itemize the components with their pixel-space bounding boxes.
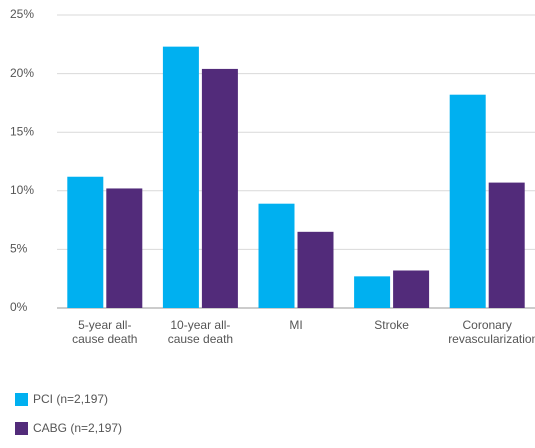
y-tick-label: 15% [10, 124, 34, 138]
legend-label: CABG (n=2,197) [33, 421, 123, 435]
bar [297, 231, 334, 308]
x-tick-label: 5-year all-cause death [72, 318, 138, 346]
bar [449, 94, 486, 308]
x-tick-label: MI [289, 318, 303, 332]
bar [201, 68, 238, 308]
y-tick-label: 5% [10, 242, 28, 256]
y-tick-label: 25% [10, 7, 34, 21]
bar [106, 188, 143, 308]
y-tick-label: 10% [10, 183, 34, 197]
bar [162, 46, 199, 308]
x-tick-label: Stroke [374, 318, 409, 332]
legend-swatch [15, 422, 28, 435]
y-tick-label: 20% [10, 66, 34, 80]
legend-swatch [15, 393, 28, 406]
bar [67, 176, 104, 308]
x-tick-label: Coronary revascularization [448, 318, 535, 346]
x-tick-label: 10-year all-cause death [167, 318, 234, 346]
legend-label: PCI (n=2,197) [33, 392, 109, 406]
bar [488, 182, 525, 308]
bar [354, 276, 391, 308]
bar [393, 270, 430, 308]
bar [258, 203, 295, 308]
y-tick-label: 0% [10, 300, 28, 314]
